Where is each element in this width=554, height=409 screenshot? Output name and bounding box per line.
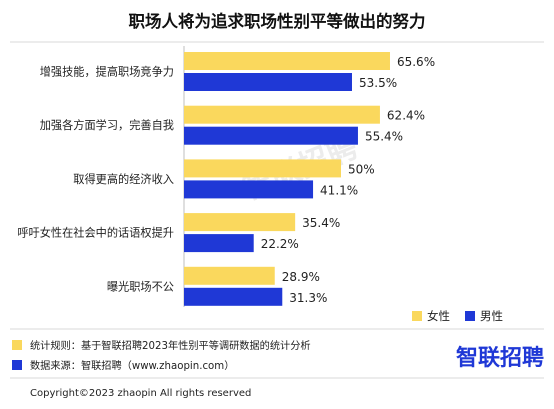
- value-label-female: 50%: [348, 162, 375, 176]
- note-rule-label: 统计规则：: [30, 339, 81, 352]
- category-label: 呼吁女性在社会中的话语权提升: [17, 226, 174, 240]
- legend-swatch-female: [412, 311, 422, 321]
- value-label-male: 41.1%: [320, 183, 358, 197]
- legend-swatch-male: [465, 311, 475, 321]
- bar-male: [184, 287, 283, 306]
- note-rule: 统计规则：基于智联招聘2023年性别平等调研数据的统计分析: [30, 339, 311, 352]
- plot-area: 增强技能，提高职场竞争力 65.6%53.5% 加强各方面学习，完善自我 62.4% 5…: [17, 52, 435, 306]
- chart-title: 职场人将为追求职场性别平等做出的努力: [129, 11, 426, 31]
- value-label-male: 55.4%: [365, 130, 403, 144]
- note-source-label: 数据来源：: [30, 359, 81, 372]
- value-label-female: 62.4%: [387, 109, 425, 123]
- brand-logo: 智联招聘: [456, 345, 544, 371]
- note-marker-source: [12, 360, 22, 370]
- bar-female: [184, 105, 380, 124]
- legend-label-female: 女性: [427, 309, 450, 323]
- category-label: 取得更高的经济收入: [73, 172, 174, 186]
- value-label-female: 65.6%: [397, 55, 435, 69]
- bar-male: [184, 73, 352, 91]
- bar-female: [184, 159, 341, 178]
- bar-male: [184, 234, 254, 253]
- category-label: 曝光职场不公: [107, 279, 174, 293]
- value-label-female: 28.9%: [282, 270, 320, 284]
- value-label-male: 22.2%: [261, 237, 299, 251]
- note-source-text: 智联招聘（www.zhaopin.com）: [81, 359, 234, 372]
- value-label-male: 53.5%: [359, 76, 397, 90]
- legend-label-male: 男性: [480, 309, 503, 323]
- bar-male: [184, 180, 314, 199]
- footnotes: 统计规则：基于智联招聘2023年性别平等调研数据的统计分析 数据来源：智联招聘（…: [12, 339, 311, 372]
- category-label: 增强技能，提高职场竞争力: [40, 65, 174, 79]
- note-source: 数据来源：智联招聘（www.zhaopin.com）: [30, 359, 234, 372]
- bar-female: [184, 266, 275, 285]
- bar-female: [184, 52, 390, 70]
- bar-female: [184, 213, 296, 232]
- legend: 女性 男性: [412, 309, 503, 323]
- value-label-male: 31.3%: [289, 291, 327, 305]
- copyright: Copyright©2023 zhaopin All rights reserv…: [30, 388, 251, 399]
- bar-male: [184, 126, 358, 145]
- category-label: 加强各方面学习，完善自我: [40, 118, 174, 132]
- note-marker-rule: [12, 340, 22, 350]
- value-label-female: 35.4%: [302, 216, 340, 230]
- note-rule-text: 基于智联招聘2023年性别平等调研数据的统计分析: [81, 339, 311, 352]
